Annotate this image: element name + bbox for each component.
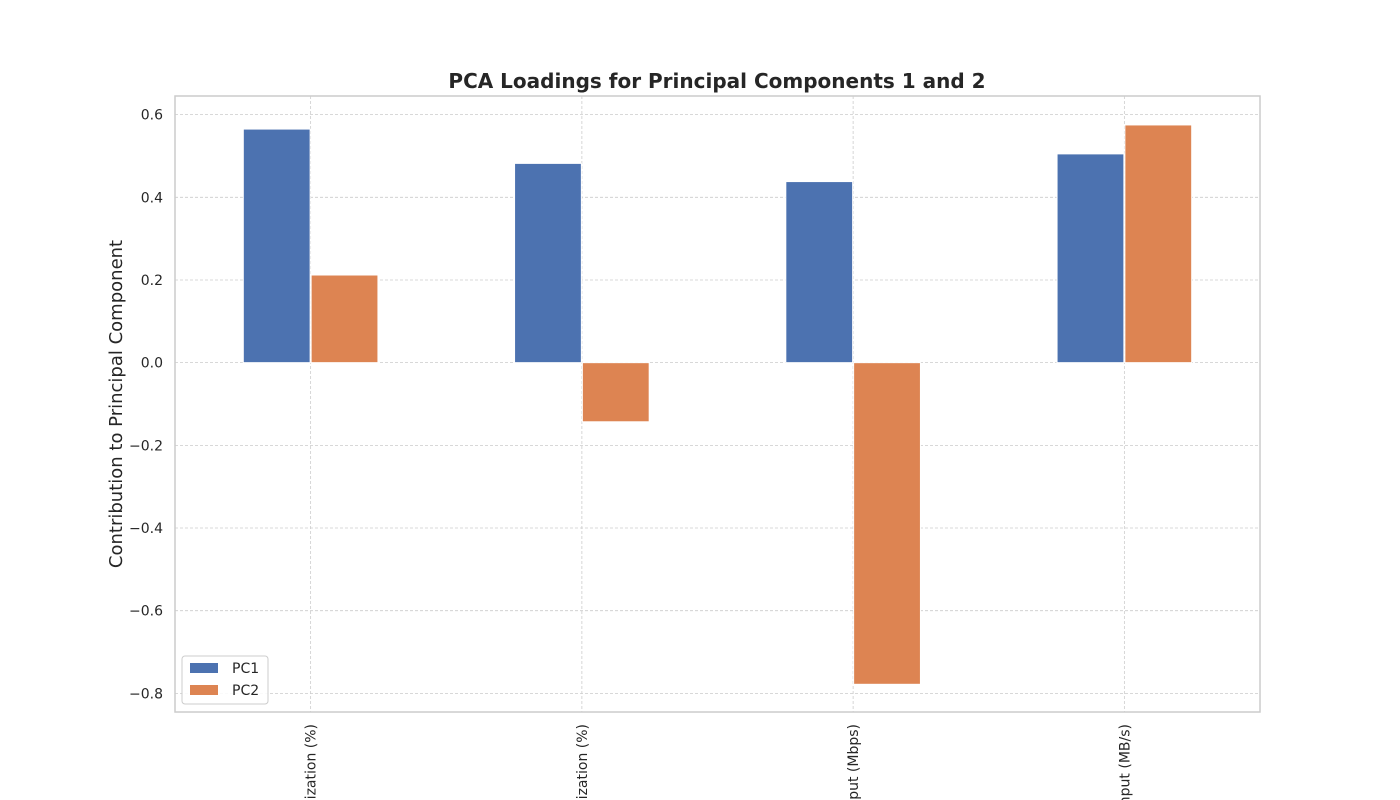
bar-pc2-1 (581, 362, 650, 423)
y-tick-label: −0.4 (129, 521, 163, 537)
x-tick-label: lization (%) (575, 724, 591, 800)
legend: PC1 PC2 (181, 655, 269, 705)
x-tick-label: lization (%) (304, 724, 320, 800)
bar-pc1-3 (1056, 153, 1125, 364)
plot-frame (174, 95, 1261, 713)
chart-title: PCA Loadings for Principal Components 1 … (448, 69, 985, 93)
y-tick-label: 0.2 (141, 273, 163, 289)
y-tick-label: 0.4 (141, 190, 163, 206)
x-tick-label: put (Mbps) (846, 724, 862, 800)
bar-pc2-2 (853, 362, 921, 685)
y-tick-label: 0.0 (141, 356, 163, 372)
x-tick-labels: lization (%) lization (%) put (Mbps) nput (… (304, 724, 1134, 800)
y-tick-label: −0.2 (129, 438, 163, 454)
y-tick-label: −0.6 (129, 604, 163, 620)
legend-label-pc2: PC2 (232, 683, 259, 699)
bar-pc2-0 (310, 274, 379, 364)
y-tick-label: −0.8 (129, 686, 163, 702)
legend-swatch-pc1 (190, 663, 218, 673)
bar-pc2-3 (1124, 124, 1193, 364)
x-tick-label: nput (MB/s) (1117, 724, 1133, 800)
bar-pc1-2 (785, 181, 854, 364)
y-axis-label: Contribution to Principal Component (106, 240, 127, 568)
bars (242, 124, 1193, 685)
y-tick-labels: 0.6 0.4 0.2 0.0 −0.2 −0.4 −0.6 −0.8 (129, 108, 163, 703)
legend-swatch-pc2 (190, 685, 218, 695)
legend-label-pc1: PC1 (232, 661, 259, 677)
y-tick-label: 0.6 (141, 108, 163, 124)
bar-pc1-0 (242, 128, 311, 364)
bar-pc1-1 (514, 162, 582, 364)
